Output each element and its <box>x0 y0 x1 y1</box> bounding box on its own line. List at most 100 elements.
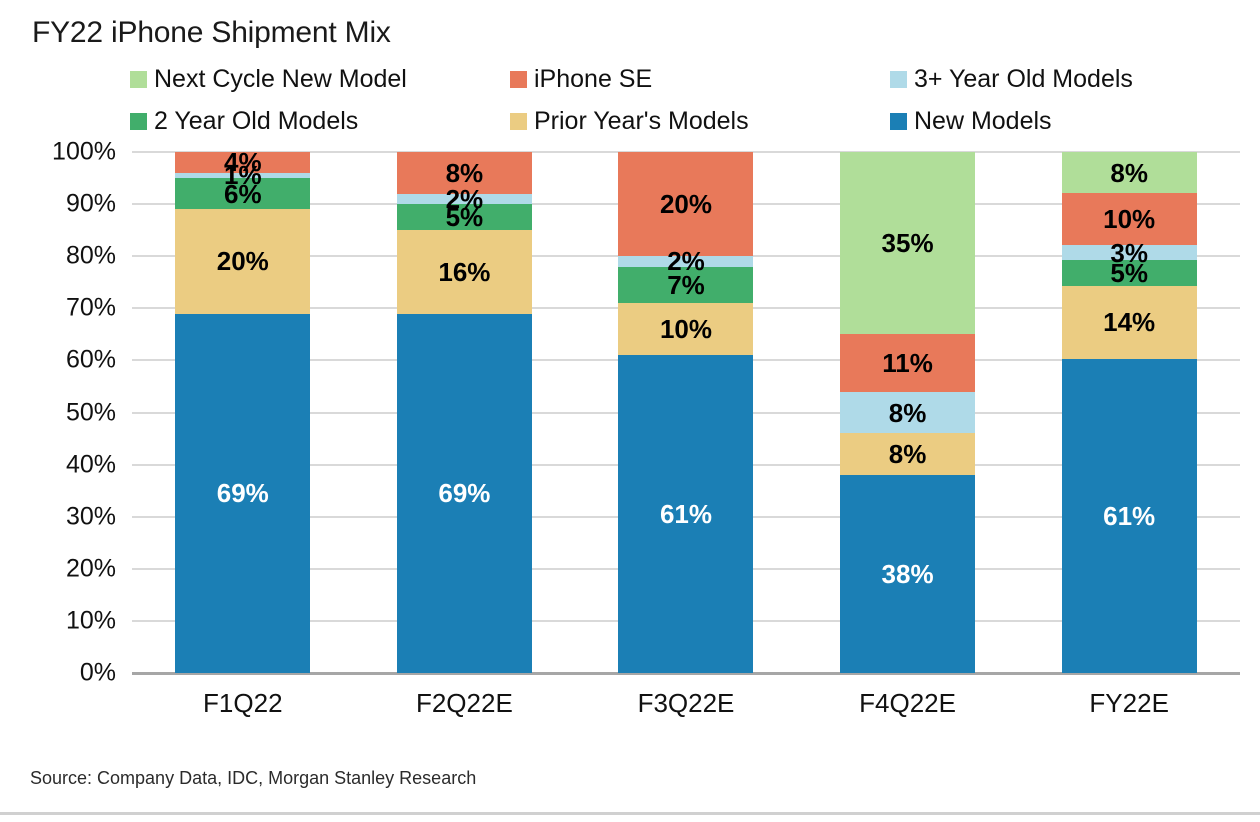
legend-swatch-icon <box>510 112 527 130</box>
legend-item-label: Prior Year's Models <box>534 106 749 135</box>
bar-column[interactable]: 69% 20% 6% 1% 4% <box>175 147 311 673</box>
bar-segment[interactable]: 7% <box>618 266 754 304</box>
y-axis-tick-label: 20% <box>65 554 116 583</box>
bar-segment-label: 4% <box>224 147 262 178</box>
bar-segment-label: 3% <box>1110 237 1148 268</box>
bar-segment-label: 6% <box>224 178 262 209</box>
legend-swatch-icon <box>130 70 147 88</box>
legend-item-label: Next Cycle New Model <box>154 64 407 93</box>
bar-segment-label: 11% <box>882 348 933 379</box>
axis-baseline <box>132 672 1240 675</box>
y-axis-tick-label: 50% <box>65 398 116 426</box>
bar-segment-label: 8% <box>888 397 927 428</box>
bar-segment[interactable]: 61% <box>1061 358 1197 673</box>
bar-segment-label: 69% <box>438 478 491 509</box>
bar-segment[interactable]: 10% <box>618 303 754 356</box>
bar-segment-label: 14% <box>1103 307 1156 338</box>
bar-segment[interactable]: 69% <box>396 313 532 673</box>
x-axis-tick-label: F3Q22E <box>637 687 735 718</box>
legend-item-label: New Models <box>914 106 1052 135</box>
bar-stack: 61% 14% 5% 3% 10% 8% <box>1061 151 1197 673</box>
bar-segment[interactable]: 11% <box>840 334 976 392</box>
x-axis: F1Q22 F2Q22E F3Q22E F4Q22E FY22E <box>132 680 1240 726</box>
bar-stack: 61% 10% 7% 2% 20% <box>618 152 754 673</box>
bar-segment-label: 20% <box>216 246 269 277</box>
bar-segment[interactable]: 6% <box>175 178 311 210</box>
bar-segment[interactable]: 5% <box>396 202 532 233</box>
bar-stack: 38% 8% 8% 11% 35% <box>840 152 976 673</box>
bar-segment-label: 61% <box>659 499 712 530</box>
source-note: Source: Company Data, IDC, Morgan Stanle… <box>30 768 477 788</box>
bottom-divider <box>0 812 1260 815</box>
bar-segment-label: 69% <box>216 478 269 509</box>
bar-stack: 69% 20% 6% 1% 4% <box>175 147 311 673</box>
bar-segment[interactable]: 2% <box>618 248 754 274</box>
bar-column[interactable]: 38% 8% 8% 11% 35% <box>840 152 976 673</box>
bar-segment[interactable]: 20% <box>175 209 311 314</box>
bar-segment-label: 1% <box>224 160 262 191</box>
y-axis-tick-label: 100% <box>52 137 116 166</box>
bar-segment[interactable]: 8% <box>840 433 976 476</box>
legend-item-label: iPhone SE <box>534 64 653 93</box>
bar-segment[interactable]: 38% <box>840 475 976 673</box>
x-axis-tick-label: F2Q22E <box>415 687 513 718</box>
bar-segment[interactable]: 4% <box>175 147 311 178</box>
bar-series-container: 69% 20% 6% 1% 4% 69% 16% 5% 2% 8% 61% 10% 7% 2% 20% 38%… <box>132 147 1240 673</box>
bar-segment-label: 35% <box>881 228 934 259</box>
y-axis-tick-label: 40% <box>65 450 116 479</box>
bar-stack: 69% 16% 5% 2% 8% <box>396 152 532 673</box>
legend-item[interactable]: 2 Year Old Models <box>130 106 510 135</box>
chart-legend: Next Cycle New Model iPhone SE 3+ Year Old… <box>130 58 1240 142</box>
legend-swatch-icon <box>890 70 907 88</box>
bar-segment-label: 5% <box>445 202 484 233</box>
bar-segment[interactable]: 20% <box>618 152 754 257</box>
legend-item[interactable]: iPhone SE <box>510 64 890 93</box>
bar-segment[interactable]: 2% <box>396 186 532 212</box>
y-axis: 100% 90% 80% 70% 60% 50% 40% 30% 20% 10% 0% <box>0 138 126 687</box>
bar-segment-label: 8% <box>445 157 484 188</box>
y-axis-tick-label: 0% <box>79 658 116 687</box>
legend-item[interactable]: New Models <box>890 106 1220 135</box>
legend-swatch-icon <box>510 70 527 88</box>
y-axis-tick-label: 60% <box>65 345 116 374</box>
bar-segment-label: 16% <box>438 256 491 287</box>
bar-segment[interactable]: 5% <box>1061 258 1197 289</box>
legend-item[interactable]: Prior Year's Models <box>510 106 890 135</box>
bar-segment-label: 7% <box>667 269 705 300</box>
y-axis-tick-label: 30% <box>65 502 116 531</box>
y-axis-tick-label: 10% <box>65 606 116 635</box>
bar-segment[interactable]: 61% <box>618 355 754 673</box>
bar-segment[interactable]: 16% <box>396 230 532 314</box>
bar-column[interactable]: 69% 16% 5% 2% 8% <box>396 152 532 673</box>
x-axis-tick-label: FY22E <box>1089 687 1169 718</box>
bar-segment-label: 8% <box>1110 157 1148 188</box>
bar-segment[interactable]: 69% <box>175 313 311 673</box>
bar-segment-label: 5% <box>1110 258 1148 289</box>
legend-swatch-icon <box>890 112 907 130</box>
legend-item[interactable]: Next Cycle New Model <box>130 64 510 93</box>
bar-segment[interactable]: 8% <box>396 152 532 194</box>
y-axis-tick-label: 90% <box>65 189 116 218</box>
bar-segment-label: 61% <box>1103 500 1156 531</box>
bar-segment-label: 10% <box>659 314 712 345</box>
bar-segment-label: 2% <box>667 246 705 277</box>
legend-item-label: 3+ Year Old Models <box>914 64 1133 93</box>
bar-segment[interactable]: 10% <box>1061 193 1197 245</box>
bar-column[interactable]: 61% 10% 7% 2% 20% <box>618 152 754 673</box>
bar-segment-label: 38% <box>881 559 934 590</box>
legend-item-label: 2 Year Old Models <box>154 106 359 135</box>
bar-segment[interactable]: 1% <box>175 162 311 188</box>
bar-segment[interactable]: 8% <box>1061 151 1197 194</box>
y-axis-tick-label: 80% <box>65 241 116 270</box>
bar-segment-label: 2% <box>445 183 484 214</box>
gridline <box>132 151 1240 153</box>
bar-segment[interactable]: 35% <box>840 152 976 335</box>
bar-segment[interactable]: 14% <box>1061 286 1197 359</box>
legend-item[interactable]: 3+ Year Old Models <box>890 64 1220 93</box>
bar-segment[interactable]: 3% <box>1061 240 1197 266</box>
x-axis-tick-label: F4Q22E <box>859 687 956 718</box>
bar-segment[interactable]: 8% <box>840 391 976 434</box>
x-axis-tick-label: F1Q22 <box>203 687 283 718</box>
bar-segment-label: 20% <box>659 189 712 220</box>
bar-column[interactable]: 61% 14% 5% 3% 10% 8% <box>1061 151 1197 673</box>
